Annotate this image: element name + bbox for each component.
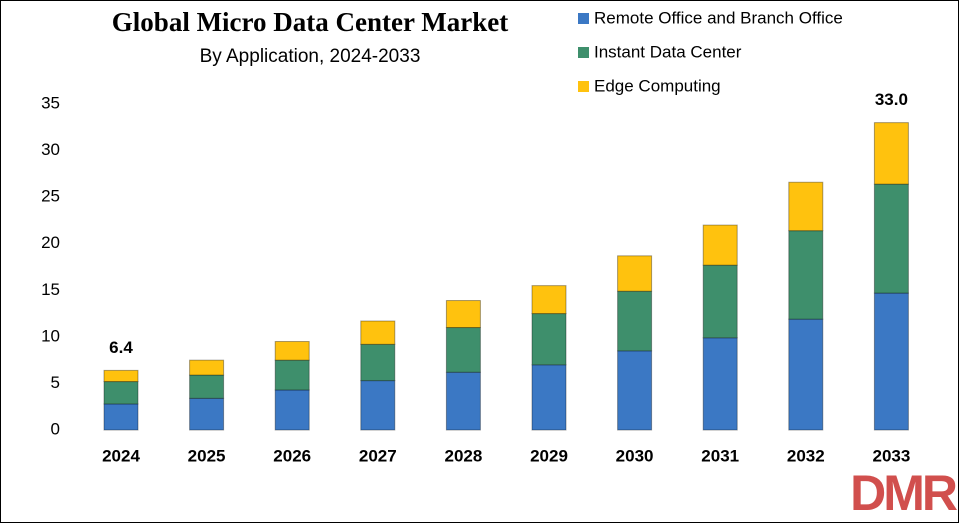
bar-segment [274,341,310,361]
bar-segment [617,350,653,431]
bar-segment [360,343,396,382]
y-tick-label: 5 [51,373,60,392]
x-tick-label: 2026 [273,446,311,465]
bar-segment [189,359,225,376]
bar-segment [702,264,738,339]
y-tick-label: 30 [41,140,60,159]
legend-label: Edge Computing [594,76,721,95]
chart-title: Global Micro Data Center Market [112,7,508,37]
y-tick-label: 20 [41,233,60,252]
bar-segment [873,292,909,431]
x-tick-label: 2033 [872,446,910,465]
bar-segment [360,320,396,345]
bar-segment [617,290,653,352]
data-label: 6.4 [109,338,133,357]
bar-segment [445,371,481,431]
bar-segment [702,337,738,431]
y-tick-label: 35 [41,93,60,112]
x-tick-label: 2028 [444,446,482,465]
bar-segment [103,403,139,431]
x-tick-label: 2029 [530,446,568,465]
x-tick-label: 2031 [701,446,739,465]
logo: DMR [850,465,958,521]
legend-swatch [578,81,589,92]
bar-segment [445,300,481,329]
bar-segment [531,285,567,315]
legend-label: Remote Office and Branch Office [594,8,843,27]
bar-segment [873,183,909,294]
data-label: 33.0 [875,90,908,109]
bar-segment [873,122,909,185]
bar-segment [531,313,567,366]
bar-segment [103,369,139,383]
x-tick-label: 2025 [188,446,226,465]
bar-segment [788,318,824,431]
y-tick-label: 10 [41,326,60,345]
x-tick-label: 2027 [359,446,397,465]
bar-segment [103,381,139,405]
chart-subtitle: By Application, 2024-2033 [200,46,421,67]
bar-segment [189,374,225,399]
bar-segment [189,397,225,431]
y-tick-label: 0 [51,419,60,438]
bar-segment [531,364,567,431]
legend-swatch [578,13,589,24]
bar-segment [702,224,738,266]
bar-segment [788,230,824,320]
bar-segment [274,359,310,391]
y-tick-label: 25 [41,187,60,206]
x-tick-label: 2024 [102,446,140,465]
x-tick-label: 2032 [787,446,825,465]
legend-swatch [578,47,589,58]
legend-label: Instant Data Center [594,42,742,61]
bar-segment [445,327,481,373]
y-tick-label: 15 [41,280,60,299]
bar-segment [617,255,653,292]
x-tick-label: 2030 [616,446,654,465]
bar-segment [788,181,824,232]
bar-segment [274,389,310,431]
bar-segment [360,380,396,431]
